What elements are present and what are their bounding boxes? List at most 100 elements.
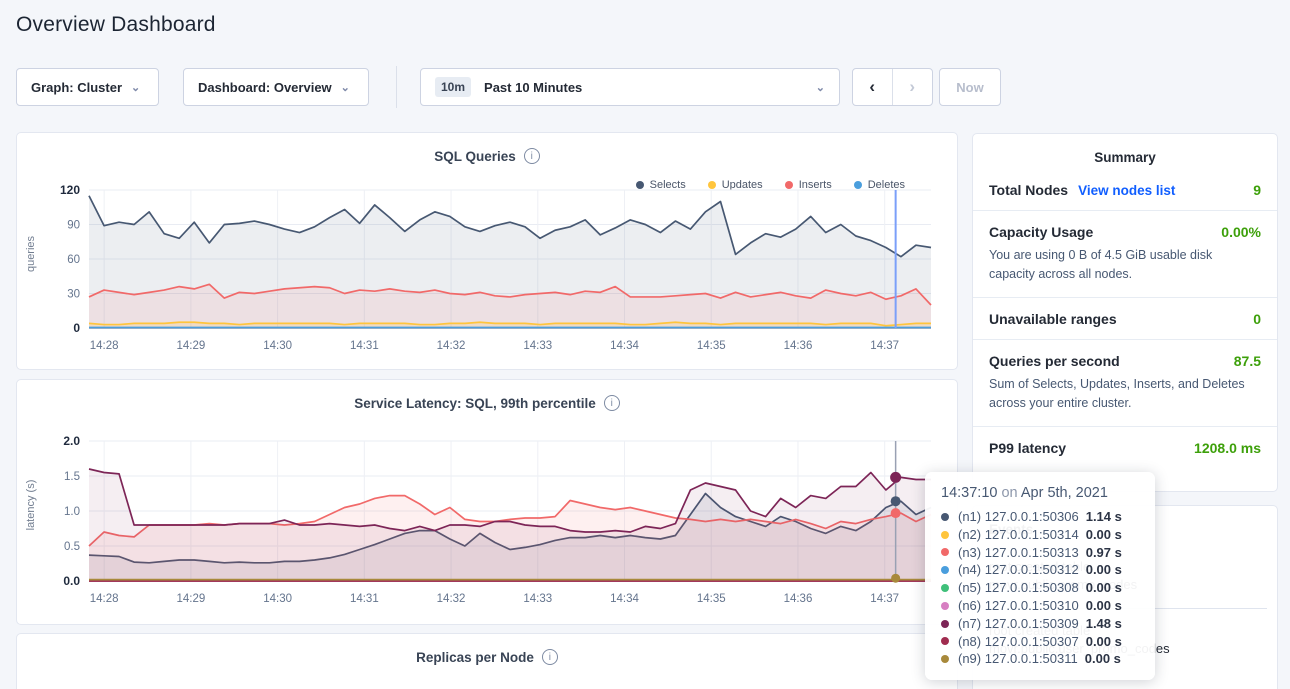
y-tick: 0.0 [63,574,80,588]
legend-dot-icon [784,181,793,189]
node-color-dot-icon [941,637,949,646]
time-range-dropdown[interactable]: 10m Past 10 Minutes ⌄ [420,68,840,106]
time-step-back-button[interactable]: ‹ [853,69,893,105]
x-tick: 14:28 [90,340,119,352]
tooltip-node-row: (n7) 127.0.0.1:50309 1.48 s [941,615,1141,633]
tooltip-node-row: (n8) 127.0.0.1:50307 0.00 s [941,633,1141,651]
x-tick: 14:29 [176,593,205,605]
x-tick: 14:37 [870,593,899,605]
legend-label: Updates [721,179,763,191]
legend-item[interactable]: Selects [635,179,686,191]
chart-hover-tooltip: 14:37:10 on Apr 5th, 2021 (n1) 127.0.0.1… [925,472,1155,681]
node-latency-value: 0.00 s [1085,633,1122,649]
x-tick: 14:34 [610,340,639,352]
x-tick: 14:33 [523,340,552,352]
info-icon[interactable]: i [541,649,558,665]
legend-dot-icon [635,181,644,189]
node-color-dot-icon [941,584,949,593]
node-address: (n9) 127.0.0.1:50311 [958,651,1078,667]
node-latency-value: 0.97 s [1085,544,1122,560]
y-tick: 0.5 [64,541,80,553]
x-tick: 14:37 [870,340,899,352]
node-latency-value: 0.00 s [1085,562,1122,578]
node-address: (n5) 127.0.0.1:50308 [958,580,1079,596]
node-color-dot-icon [941,548,949,557]
time-step-group: ‹ › [852,68,933,106]
node-color-dot-icon [941,566,949,575]
time-range-badge: 10m [435,77,472,97]
summary-label: Capacity Usage [989,224,1094,240]
summary-row: P99 latency 1208.0 ms [973,427,1277,468]
summary-description: Sum of Selects, Updates, Inserts, and De… [989,376,1245,411]
sql-queries-panel: SQL Queries i Selects Updates Inserts Delet… [16,132,958,370]
legend-item[interactable]: Updates [707,179,763,191]
node-latency-value: 0.00 s [1085,597,1122,613]
tooltip-timestamp: 14:37:10 on Apr 5th, 2021 [941,485,1108,501]
chart-title: SQL Queries [434,148,516,164]
toolbar-divider [396,66,397,108]
now-button: Now [939,68,1001,106]
y-tick: 60 [67,254,80,266]
tooltip-node-row: (n4) 127.0.0.1:50312 0.00 s [941,561,1141,579]
hover-point-dot [890,471,902,483]
y-axis-label: latency (s) [25,479,37,531]
summary-value: 87.5 [1233,352,1261,369]
chevron-down-icon: ⌄ [815,81,825,94]
chevron-down-icon: ⌄ [340,81,350,94]
x-tick: 14:35 [697,340,726,352]
dashboard-dropdown-label: Dashboard: Overview [198,79,332,95]
graph-dropdown[interactable]: Graph: Cluster ⌄ [16,68,159,106]
y-tick: 2.0 [63,434,80,448]
x-tick: 14:35 [697,593,726,605]
node-address: (n6) 127.0.0.1:50310 [958,597,1079,613]
legend-dot-icon [707,181,716,189]
x-tick: 14:31 [350,593,379,605]
legend-item[interactable]: Deletes [853,179,905,191]
node-color-dot-icon [941,601,949,610]
hover-point-dot [890,496,901,507]
tooltip-node-row: (n3) 127.0.0.1:50313 0.97 s [941,544,1141,562]
summary-label: Queries per second [989,352,1120,369]
x-tick: 14:36 [784,340,813,352]
sql-queries-chart[interactable]: 0 30 60 90 120 14:28 14:29 14:30 14:31 14:32 14:33… [33,178,943,356]
replicas-per-node-panel: Replicas per Node i [16,633,958,689]
node-latency-value: 0.00 s [1085,580,1122,596]
summary-row: Unavailable ranges 0 [973,298,1277,340]
summary-label: P99 latency [989,439,1067,456]
node-address: (n4) 127.0.0.1:50312 [958,562,1079,578]
node-color-dot-icon [941,655,949,664]
summary-label: Unavailable ranges [989,310,1117,327]
x-tick: 14:30 [263,593,292,605]
node-latency-value: 1.14 s [1085,509,1122,524]
y-tick: 120 [60,183,80,197]
x-tick: 14:32 [437,340,466,352]
service-latency-chart[interactable]: 0.0 0.5 1.0 1.5 2.0 14:28 14:29 14:30 14:31 14:32… [33,419,943,609]
x-tick: 14:31 [350,340,379,352]
series-line [88,283,932,306]
y-axis-label: queries [25,235,37,273]
legend-label: Deletes [867,179,905,191]
series-line [88,468,931,533]
dashboard-dropdown[interactable]: Dashboard: Overview ⌄ [183,68,369,106]
legend-label: Selects [649,179,686,191]
summary-title: Summary [1094,150,1156,165]
tooltip-node-row: (n6) 127.0.0.1:50310 0.00 s [941,597,1141,615]
summary-value: 9 [1253,182,1261,198]
legend-label: Inserts [798,179,832,191]
x-tick: 14:29 [176,340,205,352]
info-icon[interactable]: i [603,395,620,411]
tooltip-node-row: (n1) 127.0.0.1:50306 1.14 s [941,508,1141,526]
node-latency-value: 1.48 s [1085,615,1122,631]
view-nodes-list-link[interactable]: View nodes list [1078,183,1176,198]
summary-label: Total Nodes [989,182,1069,198]
legend-item[interactable]: Inserts [784,179,832,191]
y-tick: 90 [67,220,80,232]
time-range-label: Past 10 Minutes [484,79,583,95]
y-tick: 1.0 [64,506,80,518]
info-icon[interactable]: i [523,148,540,164]
tooltip-node-row: (n5) 127.0.0.1:50308 0.00 s [941,579,1141,597]
tooltip-node-row: (n9) 127.0.0.1:50311 0.00 s [941,650,1141,668]
x-tick: 14:36 [784,593,813,605]
hover-point-dot [891,573,901,583]
service-latency-panel: Service Latency: SQL, 99th percentile i … [16,379,958,625]
